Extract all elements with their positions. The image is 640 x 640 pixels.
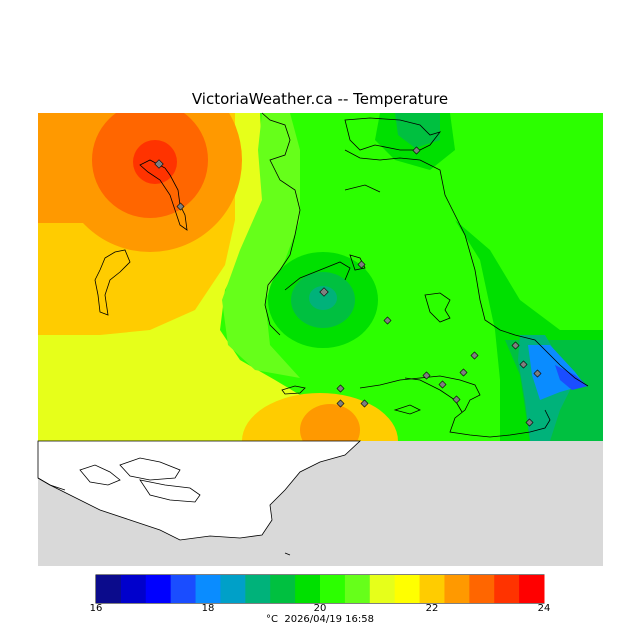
legend-swatch xyxy=(494,575,520,603)
station-marker-icon xyxy=(360,399,369,408)
station-marker-icon xyxy=(422,371,431,380)
station-marker-icon xyxy=(452,395,461,404)
station-marker-icon xyxy=(525,418,534,427)
station-marker-icon xyxy=(438,380,447,389)
station-marker-icon xyxy=(176,202,185,211)
station-marker-icon xyxy=(533,369,542,378)
legend-tick-label: 20 xyxy=(313,603,327,614)
station-marker-icon xyxy=(511,341,520,350)
coastline xyxy=(37,112,589,556)
station-marker-icon xyxy=(357,260,366,269)
station-marker-icon xyxy=(383,316,392,325)
legend-swatch xyxy=(369,575,396,603)
legend-tick-label: 22 xyxy=(425,603,439,614)
legend-swatch xyxy=(96,575,122,603)
legend-swatch xyxy=(419,575,445,603)
legend-swatch xyxy=(145,575,172,603)
legend-tick-label: 18 xyxy=(201,603,215,614)
station-markers xyxy=(154,146,542,427)
legend-swatch xyxy=(469,575,495,603)
contour-fields xyxy=(38,113,603,441)
station-marker-icon xyxy=(154,159,164,169)
legend-swatch xyxy=(519,575,545,603)
legend-swatch xyxy=(220,575,246,603)
legend-tick-label: 24 xyxy=(537,603,551,614)
legend-swatch xyxy=(245,575,271,603)
station-marker-icon xyxy=(470,351,479,360)
station-marker-icon xyxy=(459,368,468,377)
legend-swatch xyxy=(195,575,221,603)
south-landmass xyxy=(37,440,362,541)
station-marker-icon xyxy=(412,146,421,155)
station-marker-icon xyxy=(336,384,345,393)
legend-swatch xyxy=(270,575,296,603)
legend-swatch xyxy=(120,575,147,603)
legend-swatch xyxy=(170,575,197,603)
legend-swatch xyxy=(295,575,321,603)
station-marker-icon xyxy=(519,360,528,369)
legend-swatches xyxy=(96,575,545,603)
legend-swatch xyxy=(394,575,421,603)
legend-caption: °C 2026/04/19 16:58 xyxy=(266,614,374,625)
legend-swatch xyxy=(320,575,346,603)
station-marker-icon xyxy=(336,399,345,408)
legend-tick-label: 16 xyxy=(89,603,103,614)
legend-swatch xyxy=(444,575,470,603)
station-marker-icon xyxy=(319,287,329,297)
legend-swatch xyxy=(344,575,371,603)
page-title: VictoriaWeather.ca -- Temperature xyxy=(191,90,449,108)
